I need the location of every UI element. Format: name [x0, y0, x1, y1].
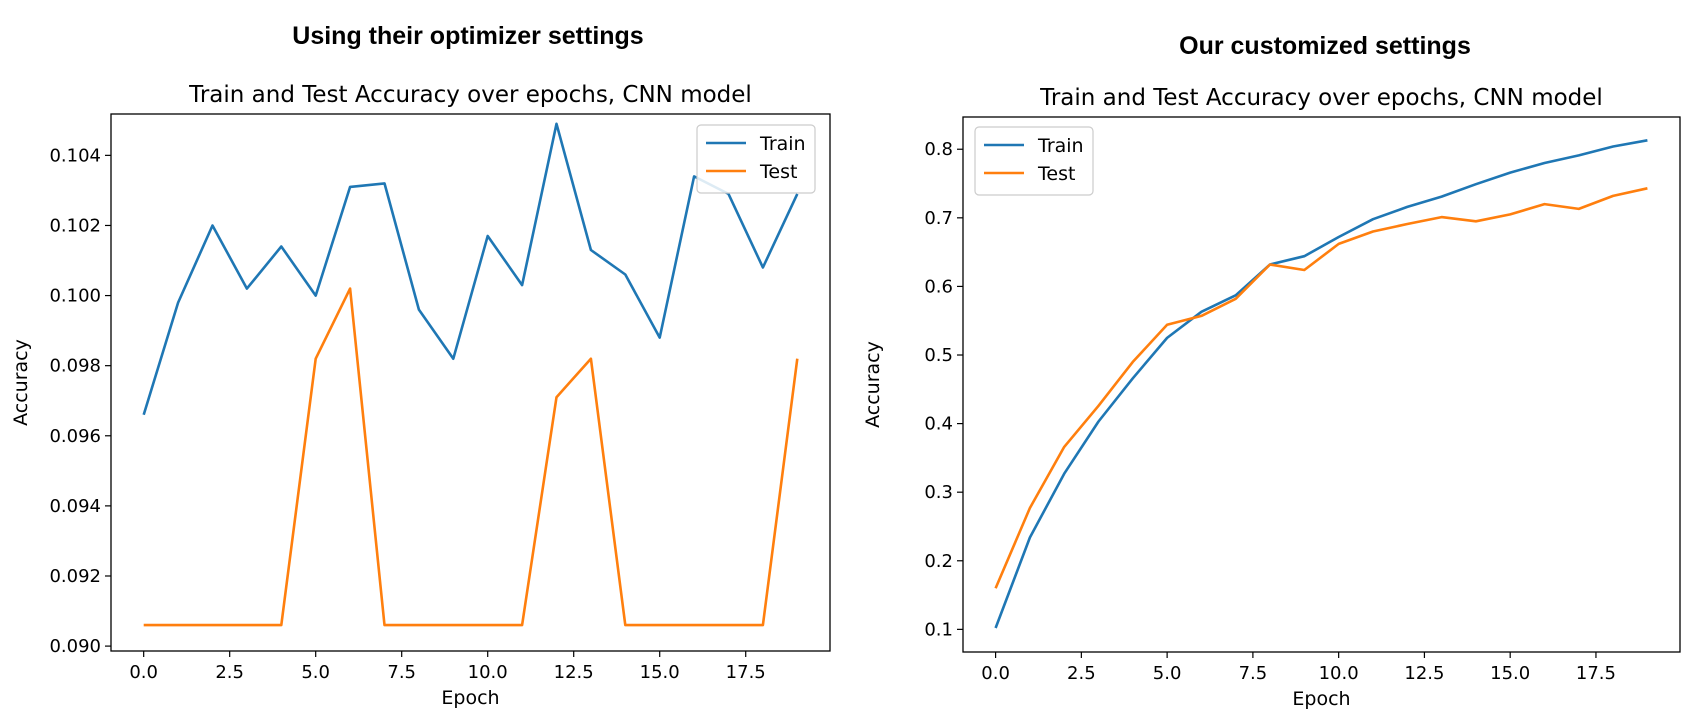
y-tick-label: 0.6 [924, 276, 953, 297]
y-tick-label: 0.094 [49, 496, 101, 517]
x-tick-label: 15.0 [1490, 663, 1530, 684]
x-axis-label: Epoch [441, 687, 499, 709]
x-tick-label: 10.0 [468, 662, 508, 683]
panel-heading-right: Our customized settings [1179, 32, 1471, 60]
series-line-train [994, 139, 1648, 629]
x-tick-label: 7.5 [387, 662, 416, 683]
y-tick-label: 0.092 [49, 566, 101, 587]
y-tick-label: 0.1 [924, 619, 953, 640]
x-axis-label: Epoch [1292, 688, 1350, 710]
legend-label-train: Train [1037, 135, 1084, 157]
x-tick-label: 12.5 [1404, 663, 1444, 684]
y-tick-label: 0.098 [49, 356, 101, 377]
x-tick-label: 5.0 [1153, 663, 1182, 684]
legend-label-test: Test [759, 161, 797, 183]
legend: Train Test [696, 124, 816, 194]
x-tick-label: 7.5 [1239, 663, 1268, 684]
x-tick-label: 10.0 [1319, 663, 1359, 684]
series-line-test [994, 187, 1648, 589]
y-axis-label: Accuracy [862, 341, 884, 428]
y-tick-label: 0.2 [924, 551, 953, 572]
y-tick-label: 0.3 [924, 482, 953, 503]
x-tick-label: 12.5 [554, 662, 594, 683]
legend: Train Test [974, 126, 1094, 196]
legend-label-test: Test [1037, 163, 1075, 185]
chart-title: Train and Test Accuracy over epochs, CNN… [1039, 85, 1603, 111]
y-tick-label: 0.104 [49, 145, 101, 166]
x-tick-label: 2.5 [1067, 663, 1096, 684]
legend-label-train: Train [759, 133, 806, 155]
y-tick-label: 0.096 [49, 426, 101, 447]
x-tick-label: 2.5 [215, 662, 244, 683]
y-tick-label: 0.102 [49, 215, 101, 236]
x-tick-label: 0.0 [981, 663, 1010, 684]
y-tick-label: 0.5 [924, 345, 953, 366]
y-tick-label: 0.8 [924, 139, 953, 160]
x-tick-label: 5.0 [301, 662, 330, 683]
x-tick-label: 0.0 [129, 662, 158, 683]
chart-panel-1: Train and Test Accuracy over epochs, CNN… [10, 82, 831, 709]
y-tick-label: 0.4 [924, 414, 953, 435]
y-tick-label: 0.100 [49, 286, 101, 307]
y-tick-label: 0.090 [49, 636, 101, 657]
plot-frame [110, 113, 831, 652]
y-tick-label: 0.7 [924, 208, 953, 229]
y-axis-label: Accuracy [10, 339, 32, 426]
x-tick-label: 15.0 [640, 662, 680, 683]
series-line-train [142, 122, 799, 416]
chart-panel-2: Train and Test Accuracy over epochs, CNN… [862, 85, 1681, 710]
plot-frame [962, 116, 1681, 653]
chart-title: Train and Test Accuracy over epochs, CNN… [188, 82, 752, 108]
series-line-test [143, 287, 799, 627]
panel-heading-left: Using their optimizer settings [292, 22, 644, 50]
x-tick-label: 17.5 [726, 662, 766, 683]
x-tick-label: 17.5 [1576, 663, 1616, 684]
